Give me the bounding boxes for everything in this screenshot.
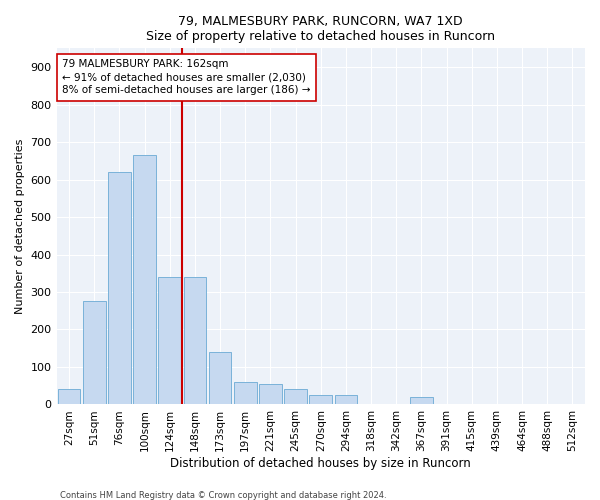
Bar [83, 302, 106, 405]
Bar [133, 155, 156, 404]
Text: Contains HM Land Registry data © Crown copyright and database right 2024.: Contains HM Land Registry data © Crown c… [60, 490, 386, 500]
Bar [410, 397, 433, 404]
Bar [310, 395, 332, 404]
Title: 79, MALMESBURY PARK, RUNCORN, WA7 1XD
Size of property relative to detached hous: 79, MALMESBURY PARK, RUNCORN, WA7 1XD Si… [146, 15, 495, 43]
Bar [234, 382, 257, 404]
Bar [259, 384, 282, 404]
Bar [58, 390, 80, 404]
Text: 79 MALMESBURY PARK: 162sqm
← 91% of detached houses are smaller (2,030)
8% of se: 79 MALMESBURY PARK: 162sqm ← 91% of deta… [62, 59, 310, 96]
Bar [158, 277, 181, 404]
Y-axis label: Number of detached properties: Number of detached properties [15, 138, 25, 314]
Bar [284, 390, 307, 404]
Bar [184, 277, 206, 404]
Bar [108, 172, 131, 404]
X-axis label: Distribution of detached houses by size in Runcorn: Distribution of detached houses by size … [170, 457, 471, 470]
Bar [335, 395, 357, 404]
Bar [209, 352, 232, 405]
